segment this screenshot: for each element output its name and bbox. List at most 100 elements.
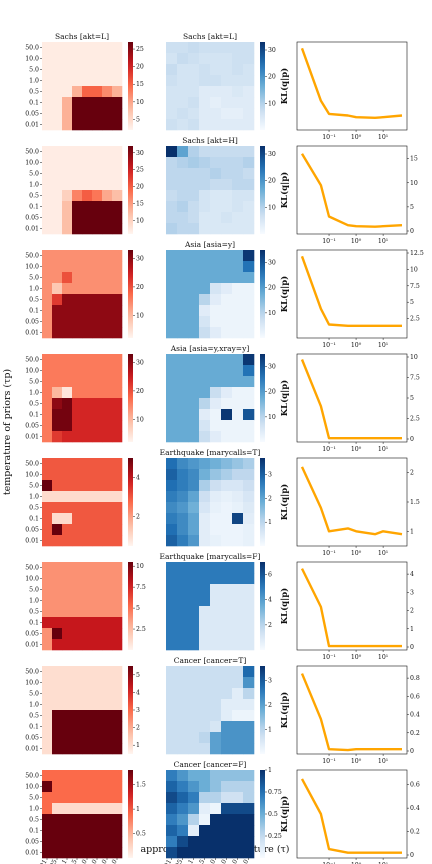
heatmap-kl-row1-cell — [243, 97, 255, 109]
heatmap-prior-row6-cell — [92, 606, 103, 618]
line-plot-frame — [296, 353, 408, 443]
heatmap-kl-row2-cell — [199, 223, 211, 235]
colorbar-tick-label: 0.5 — [136, 831, 146, 838]
heatmap-prior-row1-cell — [72, 53, 83, 65]
heatmap-kl-row8-cell — [221, 847, 233, 859]
heatmap-kl-row6-cell — [177, 584, 189, 596]
y-tick-label: 5.0 — [29, 691, 39, 698]
heatmap-kl-row3-cell — [188, 305, 200, 317]
heatmap-kl-row4-cell — [177, 376, 189, 388]
line-y-tick-label: 15 — [410, 156, 418, 163]
heatmap-kl-row5-cell — [232, 502, 244, 514]
y-tick-label: 0.01 — [25, 642, 39, 649]
heatmap-kl-row2-cell — [210, 179, 222, 191]
heatmap-prior-row6-cell — [52, 628, 63, 640]
heatmap-prior-row5-cell — [112, 535, 123, 547]
heatmap-kl-row7-cell — [199, 688, 211, 700]
heatmap-kl-row3-cell — [199, 261, 211, 273]
heatmap-prior-row6-cell — [72, 617, 83, 629]
heatmap-kl-row3-cell — [221, 327, 233, 339]
heatmap-kl-row8-cell — [243, 792, 255, 804]
colorbar-tick-label: 3 — [136, 707, 140, 714]
heatmap-prior-row5-cell — [42, 513, 53, 525]
line-y-tick-label: 10 — [410, 354, 418, 361]
heatmap-kl-row2-cell — [243, 201, 255, 213]
heatmap-kl-row6-cell — [210, 639, 222, 651]
heatmap-kl-row1-cell — [221, 86, 233, 98]
heatmap-kl-row1-cell — [177, 64, 189, 76]
heatmap-kl-row1-cell — [232, 53, 244, 65]
colorbar-tick-label: 10 — [136, 416, 144, 423]
heatmap-prior-row8-cell — [102, 803, 113, 815]
heatmap-prior-row1-cell — [52, 64, 63, 76]
heatmap-prior-row4-cell — [92, 398, 103, 410]
heatmap-kl-row8-cell — [199, 814, 211, 826]
heatmap-prior-row8-cell — [82, 770, 93, 782]
heatmap-prior-row5-cell — [102, 480, 113, 492]
heatmap-kl-row3-cell — [243, 305, 255, 317]
heatmap-kl-row4-cell — [210, 431, 222, 443]
heatmap-prior-row2-cell — [42, 190, 53, 202]
heatmap-kl-row2-cell — [221, 201, 233, 213]
heatmap-kl-row6-cell — [188, 617, 200, 629]
colorbar-tick-label: 0.75 — [268, 789, 282, 796]
heatmap-kl-row2-cell — [188, 223, 200, 235]
heatmap-prior-row5-cell — [62, 480, 73, 492]
heatmap-prior-row7-cell — [92, 699, 103, 711]
line-y-tick-label: 12.5 — [410, 250, 424, 257]
heatmap-prior-row2-cell — [52, 212, 63, 224]
heatmap-prior-row8-cell — [112, 792, 123, 804]
heatmap-kl-row6-cell — [243, 628, 255, 640]
heatmap-prior-row5-cell — [112, 469, 123, 481]
heatmap-kl-row2-cell — [166, 212, 178, 224]
line-x-tick-label: 10⁻¹ — [322, 862, 336, 864]
heatmap-prior-row8: 50.0 10.0 5.0 1.0 0.5 0.1 0.05 0.01 0.5 1 1.5 — [25, 770, 146, 859]
colorbar-tick-label: 25 — [136, 46, 144, 53]
heatmap-prior-row3-cell — [52, 250, 63, 262]
heatmap-kl-row7-cell — [166, 666, 178, 678]
heatmap-prior-row2-cell — [102, 146, 113, 158]
heatmap-kl-row3-cell — [166, 327, 178, 339]
heatmap-prior-row2-cell — [42, 201, 53, 213]
heatmap-prior-row8-cell — [82, 803, 93, 815]
heatmap-prior-row7-cell — [102, 677, 113, 689]
heatmap-kl-row8-cell — [221, 836, 233, 848]
heatmap-kl-row3-cell — [177, 272, 189, 284]
heatmap-kl-row6-cell — [221, 584, 233, 596]
heatmap-prior-row8-cell — [52, 781, 63, 793]
heatmap-kl-row1-cell — [199, 64, 211, 76]
heatmap-kl-row8: Cancer [cancer=F] 0.25 0.5 0.75 1 KL(q|p) — [166, 760, 290, 859]
heatmap-prior-row5-cell — [52, 513, 63, 525]
heatmap-prior-row2-cell — [72, 157, 83, 169]
line-x-tick-label: 10¹ — [378, 342, 388, 349]
heatmap-prior-row2-cell — [92, 146, 103, 158]
heatmap-prior-row6-cell — [42, 562, 53, 574]
heatmap-kl-row1-cell — [221, 53, 233, 65]
heatmap-kl-row1-cell — [221, 64, 233, 76]
heatmap-prior-row6-cell — [62, 628, 73, 640]
heatmap-prior-row1-cell — [102, 119, 113, 131]
heatmap-prior-row4-cell — [62, 365, 73, 377]
y-tick-label: 50.0 — [25, 669, 39, 676]
heatmap-kl-row8-cell — [188, 814, 200, 826]
heatmap-kl-row1-cell — [210, 64, 222, 76]
heatmap-kl-row1-cell — [177, 97, 189, 109]
heatmap-prior-row1: Sachs [akt=L] 50.0 10.0 5.0 1.0 0.5 0.1 0.05 0.0… — [25, 32, 144, 131]
heatmap-kl-row6-cell — [199, 573, 211, 585]
heatmap-kl-row6-cell — [177, 573, 189, 585]
heatmap-prior-row1-cell — [112, 119, 123, 131]
heatmap-prior-row6-cell — [72, 562, 83, 574]
heatmap-prior-row5-cell — [52, 480, 63, 492]
heatmap-kl-row1-cell — [232, 119, 244, 131]
heatmap-kl-row8-cell — [232, 847, 244, 859]
heatmap-prior-row6-cell — [92, 584, 103, 596]
line-y-tick-label: 1 — [410, 626, 414, 633]
heatmap-prior-row8-cell — [92, 803, 103, 815]
heatmap-kl-row8-cell — [166, 792, 178, 804]
y-tick-label: 5.0 — [29, 795, 39, 802]
heatmap-prior-row1-cell — [112, 53, 123, 65]
heatmap-kl-row5-cell — [177, 535, 189, 547]
heatmap-prior-row7-cell — [52, 688, 63, 700]
heatmap-prior-row2-cell — [52, 179, 63, 191]
heatmap-prior-row3-cell — [92, 316, 103, 328]
